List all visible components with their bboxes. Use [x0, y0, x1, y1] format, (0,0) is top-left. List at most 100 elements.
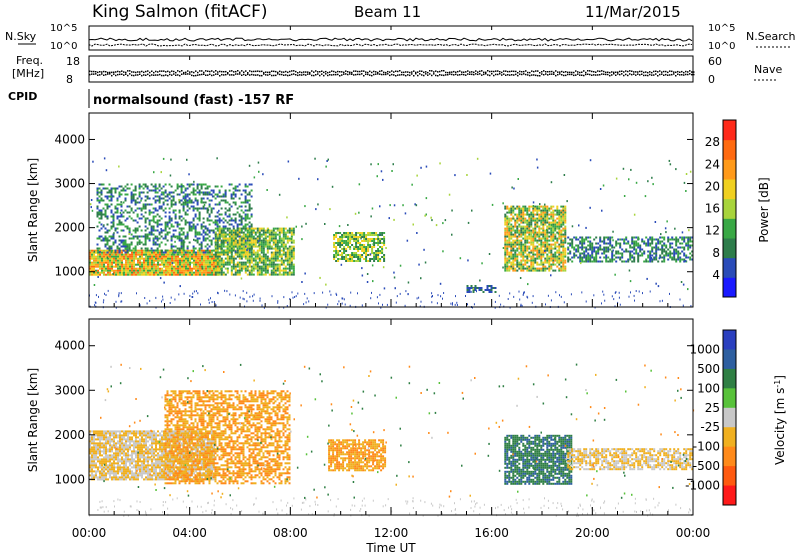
- data-cell: [528, 231, 531, 234]
- data-cell: [202, 229, 205, 232]
- data-cell: [639, 254, 642, 257]
- data-cell: [556, 209, 559, 212]
- data-cell: [130, 217, 133, 220]
- data-cell: [339, 244, 342, 246]
- data-cell: [200, 243, 203, 246]
- data-cell: [228, 263, 231, 266]
- data-cell: [199, 255, 201, 258]
- data-cell: [160, 187, 163, 190]
- data-cell: [351, 252, 354, 254]
- data-cell: [110, 225, 113, 228]
- data-cell: [164, 191, 167, 194]
- data-cell: [558, 223, 561, 226]
- data-cell: [474, 287, 477, 289]
- data-cell: [355, 260, 358, 262]
- data-cell: [228, 233, 231, 236]
- data-cell: [190, 183, 193, 186]
- data-cell: [534, 237, 537, 240]
- data-cell: [102, 237, 105, 240]
- data-cell: [601, 260, 604, 263]
- data-cell: [359, 248, 362, 250]
- data-cell: [268, 231, 271, 234]
- nave-point: [381, 73, 383, 76]
- nave-point: [217, 73, 219, 75]
- nave-point: [189, 73, 191, 75]
- data-cell: [167, 271, 169, 274]
- data-cell: [528, 237, 531, 240]
- data-cell: [220, 249, 223, 252]
- data-cell: [166, 233, 169, 236]
- data-cell: [554, 245, 557, 248]
- data-cell: [121, 255, 123, 258]
- data-cell: [506, 217, 509, 220]
- data-cell: [131, 267, 133, 270]
- data-cell: [204, 239, 207, 242]
- data-cell: [258, 265, 261, 268]
- data-cell: [179, 269, 181, 272]
- nave-point: [365, 73, 367, 75]
- data-cell: [562, 211, 565, 214]
- data-cell: [536, 211, 539, 214]
- data-cell: [532, 235, 535, 238]
- data-cell: [98, 235, 101, 238]
- freq-point: [651, 71, 653, 74]
- data-cell: [134, 199, 137, 202]
- data-cell: [673, 254, 676, 257]
- data-cell: [189, 253, 191, 256]
- data-cell: [345, 244, 348, 246]
- data-cell: [134, 247, 137, 250]
- data-cell: [226, 227, 229, 230]
- data-cell: [133, 271, 135, 274]
- data-cell: [160, 197, 163, 200]
- data-cell: [211, 259, 213, 262]
- data-cell: [230, 231, 233, 234]
- data-cell: [550, 253, 553, 256]
- data-cell: [337, 240, 340, 242]
- freq-unit-label: [MHz]: [12, 67, 44, 80]
- data-cell: [615, 244, 618, 247]
- data-cell: [512, 217, 515, 220]
- data-cell: [173, 261, 175, 264]
- data-cell: [669, 244, 672, 247]
- data-cell: [512, 205, 515, 208]
- freq-point: [291, 70, 293, 72]
- freq-point: [269, 71, 271, 73]
- data-cell: [195, 263, 197, 266]
- data-cell: [607, 242, 610, 245]
- data-cell: [547, 294, 549, 297]
- data-cell: [506, 247, 509, 250]
- data-cell: [675, 242, 678, 245]
- data-cell: [270, 257, 273, 260]
- nave-point: [575, 74, 577, 76]
- data-cell: [252, 263, 255, 266]
- data-cell: [280, 263, 283, 266]
- data-cell: [556, 225, 559, 228]
- data-cell: [226, 259, 229, 262]
- data-cell: [194, 227, 197, 230]
- data-cell: [335, 248, 338, 250]
- data-cell: [153, 251, 155, 254]
- data-cell: [353, 236, 356, 238]
- data-cell: [369, 258, 372, 260]
- freq-point: [293, 70, 295, 72]
- data-cell: [151, 261, 153, 264]
- data-cell: [136, 201, 139, 204]
- data-cell: [230, 247, 233, 250]
- data-cell: [173, 271, 175, 274]
- data-cell: [532, 247, 535, 250]
- data-cell: [516, 239, 519, 242]
- data-cell: [560, 221, 563, 224]
- nave-point: [285, 74, 287, 76]
- data-cell: [605, 246, 608, 249]
- freq-point: [563, 71, 565, 73]
- data-cell: [552, 255, 555, 258]
- nave-point: [391, 73, 393, 76]
- data-cell: [186, 187, 189, 190]
- data-cell: [284, 257, 287, 260]
- nave-point: [663, 74, 665, 76]
- data-cell: [504, 221, 507, 224]
- data-cell: [224, 211, 227, 214]
- data-cell: [211, 267, 213, 270]
- data-cell: [254, 265, 257, 268]
- data-cell: [203, 249, 205, 252]
